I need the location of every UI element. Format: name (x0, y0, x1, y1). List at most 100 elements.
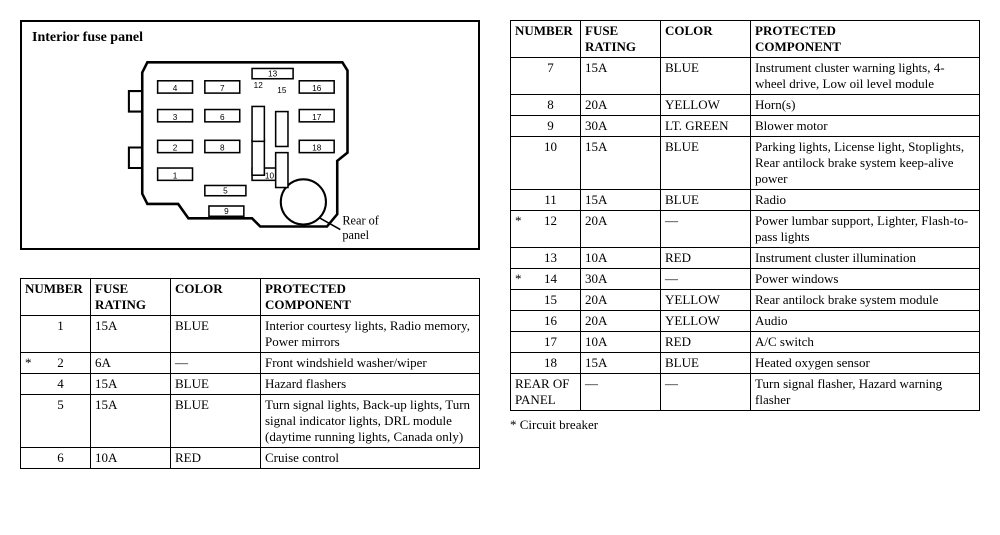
cell-rating: 20A (581, 95, 661, 116)
fuse-label: 5 (223, 187, 228, 196)
cell-color: BLUE (171, 374, 261, 395)
fuse-slot (252, 140, 264, 175)
cell-color: — (661, 211, 751, 248)
cell-color: BLUE (661, 353, 751, 374)
header-rating: FUSE RATING (581, 21, 661, 58)
cell-rating: 15A (581, 58, 661, 95)
cell-component: A/C switch (751, 332, 980, 353)
cell-component: Radio (751, 190, 980, 211)
header-rating: FUSE RATING (91, 279, 171, 316)
table-row: 715ABLUEInstrument cluster warning light… (511, 58, 980, 95)
cell-component: Parking lights, License light, Stoplight… (751, 137, 980, 190)
table-row: 515ABLUETurn signal lights, Back-up ligh… (21, 395, 480, 448)
fuse-label: 1 (173, 171, 178, 180)
header-color: COLOR (661, 21, 751, 58)
rear-label-line1: Rear of (342, 213, 379, 227)
cell-color: LT. GREEN (661, 116, 751, 137)
cell-number: 7 (511, 58, 581, 95)
cell-color: YELLOW (661, 95, 751, 116)
table-row: 1815ABLUEHeated oxygen sensor (511, 353, 980, 374)
table-row: 1015ABLUEParking lights, License light, … (511, 137, 980, 190)
table-row: 1620AYELLOWAudio (511, 311, 980, 332)
fuse-panel-box: Interior fuse panel Rear of panel 123456… (20, 20, 480, 250)
cell-number: *12 (511, 211, 581, 248)
fuse-label: 8 (220, 144, 225, 153)
cell-number: 17 (511, 332, 581, 353)
fuse-label: 3 (173, 113, 178, 122)
cell-color: — (661, 374, 751, 411)
fuse-label: 13 (268, 70, 278, 79)
table-row: *1430A—Power windows (511, 269, 980, 290)
fuse-label: 16 (312, 84, 322, 93)
table-row: 930ALT. GREENBlower motor (511, 116, 980, 137)
cell-rating: 15A (581, 353, 661, 374)
cell-component: Heated oxygen sensor (751, 353, 980, 374)
cell-color: — (661, 269, 751, 290)
cell-component: Instrument cluster warning lights, 4-whe… (751, 58, 980, 95)
rear-leader-line (319, 218, 340, 230)
cell-component: Rear antilock brake system module (751, 290, 980, 311)
cell-rating: 10A (91, 448, 171, 469)
cell-component: Interior courtesy lights, Radio memory, … (261, 316, 480, 353)
cell-number: 9 (511, 116, 581, 137)
footnote-circuit-breaker: * Circuit breaker (510, 417, 980, 433)
fuse-table-left: NUMBER FUSE RATING COLOR PROTECTED COMPO… (20, 278, 480, 469)
cell-rating: 15A (91, 395, 171, 448)
fuse-label: 2 (173, 144, 178, 153)
cell-component: Audio (751, 311, 980, 332)
cell-number: *14 (511, 269, 581, 290)
fuse-slot (276, 112, 288, 147)
fuse-label: 17 (312, 113, 322, 122)
cell-number: 5 (21, 395, 91, 448)
rear-label-line2: panel (342, 228, 369, 242)
cell-rating: 20A (581, 211, 661, 248)
table-row: 1520AYELLOWRear antilock brake system mo… (511, 290, 980, 311)
table-row: 610AREDCruise control (21, 448, 480, 469)
cell-component: Turn signal lights, Back-up lights, Turn… (261, 395, 480, 448)
table-header-row: NUMBER FUSE RATING COLOR PROTECTED COMPO… (511, 21, 980, 58)
cell-rating: 20A (581, 311, 661, 332)
fuse-label: 7 (220, 84, 225, 93)
fuse-slots: 123456789101112131415161718 (158, 68, 335, 216)
cell-color: — (171, 353, 261, 374)
table-header-row: NUMBER FUSE RATING COLOR PROTECTED COMPO… (21, 279, 480, 316)
cell-number: REAR OF PANEL (511, 374, 581, 411)
fuse-label: 4 (173, 84, 178, 93)
table-row: REAR OF PANEL——Turn signal flasher, Haza… (511, 374, 980, 411)
cell-rating: 15A (581, 190, 661, 211)
cell-component: Front windshield washer/wiper (261, 353, 480, 374)
page-layout: Interior fuse panel Rear of panel 123456… (20, 20, 980, 469)
left-column: Interior fuse panel Rear of panel 123456… (20, 20, 480, 469)
cell-number: 6 (21, 448, 91, 469)
cell-rating: 10A (581, 248, 661, 269)
cell-component: Hazard flashers (261, 374, 480, 395)
right-column: NUMBER FUSE RATING COLOR PROTECTED COMPO… (510, 20, 980, 433)
table-row: 1115ABLUERadio (511, 190, 980, 211)
cell-color: RED (661, 332, 751, 353)
cell-component: Power lumbar support, Lighter, Flash-to-… (751, 211, 980, 248)
table-row: 820AYELLOWHorn(s) (511, 95, 980, 116)
cell-component: Power windows (751, 269, 980, 290)
header-number: NUMBER (21, 279, 91, 316)
header-component: PROTECTED COMPONENT (261, 279, 480, 316)
cell-number: 8 (511, 95, 581, 116)
header-component: PROTECTED COMPONENT (751, 21, 980, 58)
fuse-table-right: NUMBER FUSE RATING COLOR PROTECTED COMPO… (510, 20, 980, 411)
cell-number: 11 (511, 190, 581, 211)
fuse-slot (252, 106, 264, 141)
table-row: 1710AREDA/C switch (511, 332, 980, 353)
cell-rating: 10A (581, 332, 661, 353)
cell-component: Turn signal flasher, Hazard warning flas… (751, 374, 980, 411)
cell-number: 16 (511, 311, 581, 332)
cell-rating: — (581, 374, 661, 411)
cell-color: RED (661, 248, 751, 269)
panel-title: Interior fuse panel (32, 30, 468, 46)
cell-number: 13 (511, 248, 581, 269)
header-color: COLOR (171, 279, 261, 316)
cell-number: 18 (511, 353, 581, 374)
cell-number: 10 (511, 137, 581, 190)
cell-color: BLUE (171, 395, 261, 448)
fuse-label: 9 (224, 207, 229, 216)
cell-rating: 30A (581, 269, 661, 290)
cell-color: RED (171, 448, 261, 469)
